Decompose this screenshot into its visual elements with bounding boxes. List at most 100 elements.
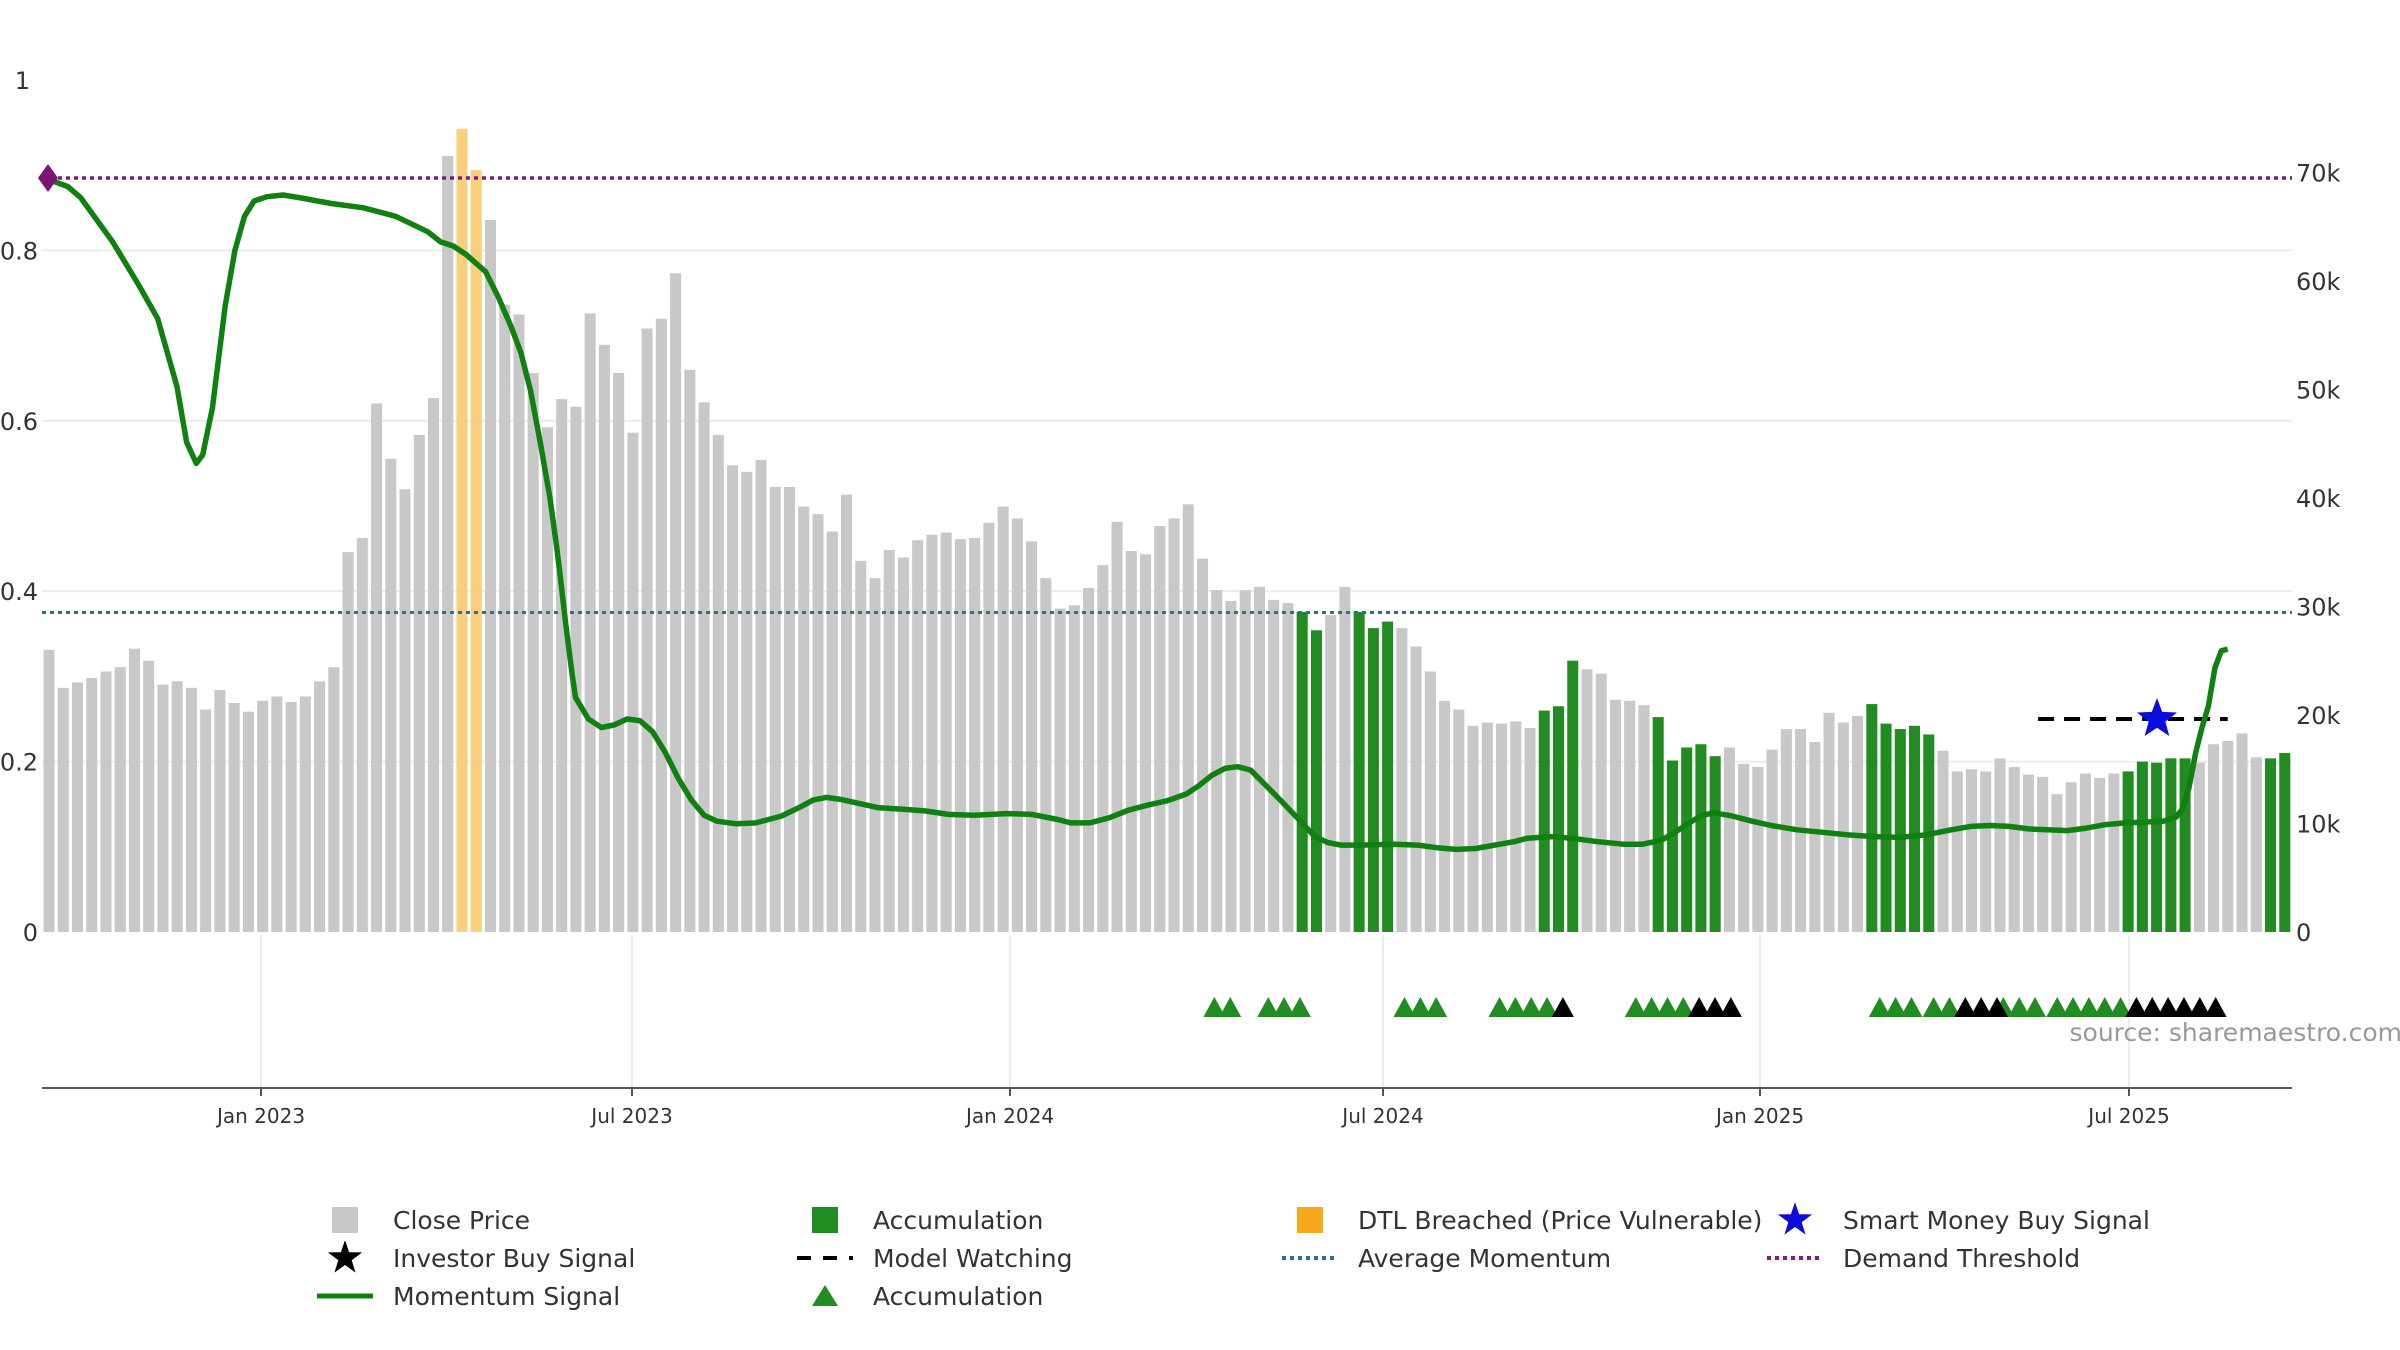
price-bar bbox=[399, 489, 411, 932]
accumulation-triangle bbox=[2008, 997, 2031, 1017]
price-bar bbox=[1709, 756, 1721, 932]
accumulation-triangle bbox=[2062, 997, 2085, 1017]
accumulation-triangle bbox=[1257, 997, 1280, 1017]
accumulation-triangle bbox=[2024, 997, 2047, 1017]
price-bar bbox=[826, 531, 838, 932]
price-bar bbox=[1310, 630, 1322, 932]
price-bar bbox=[1481, 722, 1493, 932]
price-bar bbox=[769, 487, 781, 932]
price-bar bbox=[1980, 771, 1992, 932]
smart-money-buy-star bbox=[2137, 698, 2177, 736]
price-bar bbox=[314, 681, 326, 932]
price-bar bbox=[2051, 794, 2063, 932]
price-bar bbox=[1567, 660, 1579, 932]
accumulation-triangle bbox=[1900, 997, 1923, 1017]
accumulation-triangle bbox=[1219, 997, 1242, 1017]
price-bar bbox=[1496, 723, 1508, 932]
x-tick-label: Jul 2023 bbox=[589, 1104, 672, 1128]
price-bar bbox=[200, 709, 212, 932]
price-bar bbox=[840, 494, 853, 932]
y-right-tick-label: 40k bbox=[2296, 485, 2341, 513]
start-marker bbox=[38, 163, 58, 192]
price-bar bbox=[271, 696, 283, 932]
y-right-tick-label: 20k bbox=[2296, 702, 2341, 730]
accumulation-triangle bbox=[1536, 997, 1559, 1017]
price-bar bbox=[741, 471, 753, 932]
price-bar bbox=[1467, 725, 1479, 932]
price-bar bbox=[257, 700, 269, 932]
price-bar bbox=[1880, 723, 1892, 932]
price-bar bbox=[2250, 757, 2262, 932]
investor-buy-triangle bbox=[2125, 997, 2148, 1017]
price-bar bbox=[2122, 771, 2134, 932]
price-bar bbox=[1068, 605, 1080, 932]
price-bar bbox=[242, 711, 254, 932]
y-left-tick-label: 1 bbox=[15, 67, 30, 95]
price-bar bbox=[43, 649, 55, 932]
price-bar bbox=[1951, 771, 1963, 932]
price-bar bbox=[299, 696, 311, 932]
accumulation-triangle bbox=[1425, 997, 1448, 1017]
price-bar bbox=[1353, 611, 1365, 932]
price-bar bbox=[641, 328, 653, 932]
price-bar bbox=[897, 557, 909, 932]
price-bar bbox=[1752, 767, 1764, 932]
price-bar bbox=[2094, 777, 2106, 932]
price-bars bbox=[43, 128, 2291, 933]
price-bar bbox=[698, 402, 710, 933]
price-bar bbox=[413, 434, 425, 932]
price-bar bbox=[1994, 758, 2006, 932]
investor-buy-triangle bbox=[1986, 997, 2009, 1017]
price-bar bbox=[1239, 590, 1251, 932]
price-bar bbox=[1652, 717, 1664, 932]
price-bar bbox=[2265, 758, 2277, 932]
investor-buy-triangle bbox=[1954, 997, 1977, 1017]
price-bar bbox=[613, 373, 625, 933]
price-bar bbox=[627, 432, 639, 932]
price-bar bbox=[1609, 699, 1621, 932]
investor-buy-triangle bbox=[1719, 997, 1742, 1017]
price-bar bbox=[556, 399, 568, 932]
investor-buy-triangle bbox=[1704, 997, 1727, 1017]
price-bar bbox=[1809, 742, 1821, 932]
price-bar bbox=[527, 373, 539, 933]
price-bar bbox=[2151, 762, 2163, 932]
price-bar bbox=[1723, 747, 1735, 932]
price-bar bbox=[912, 540, 924, 932]
price-bar bbox=[328, 667, 340, 932]
accumulation-triangle bbox=[2093, 997, 2116, 1017]
accumulation-triangle bbox=[1520, 997, 1543, 1017]
price-bar bbox=[940, 532, 952, 932]
price-bar bbox=[1909, 725, 1921, 932]
price-bar bbox=[2136, 761, 2148, 932]
price-bar bbox=[171, 681, 183, 932]
price-bar bbox=[1040, 578, 1052, 932]
price-bar bbox=[385, 458, 397, 932]
price-bar bbox=[1011, 518, 1023, 932]
price-bar bbox=[1552, 706, 1565, 932]
price-bar bbox=[684, 369, 696, 932]
accumulation-triangle bbox=[1922, 997, 1945, 1017]
accumulation-triangle bbox=[1393, 997, 1416, 1017]
accumulation-triangle bbox=[1504, 997, 1527, 1017]
price-bar bbox=[1382, 621, 1394, 932]
x-tick-label: Jan 2024 bbox=[964, 1104, 1054, 1128]
accumulation-triangle bbox=[1409, 997, 1432, 1017]
price-bar bbox=[2037, 776, 2049, 932]
price-bar bbox=[2108, 773, 2120, 932]
y-left-tick-label: 0.8 bbox=[0, 237, 38, 265]
price-bar bbox=[584, 313, 596, 932]
price-bar bbox=[71, 682, 84, 932]
price-bar bbox=[1866, 704, 1878, 932]
price-bar bbox=[1268, 599, 1280, 932]
price-bar bbox=[755, 459, 767, 932]
price-bar bbox=[869, 578, 881, 932]
price-bar bbox=[655, 318, 667, 932]
price-bar bbox=[185, 687, 197, 932]
x-tick-label: Jul 2025 bbox=[2086, 1104, 2169, 1128]
accumulation-triangle bbox=[1640, 997, 1663, 1017]
price-bar bbox=[1196, 558, 1209, 932]
accumulation-triangle bbox=[1868, 997, 1891, 1017]
price-bar bbox=[499, 304, 511, 933]
